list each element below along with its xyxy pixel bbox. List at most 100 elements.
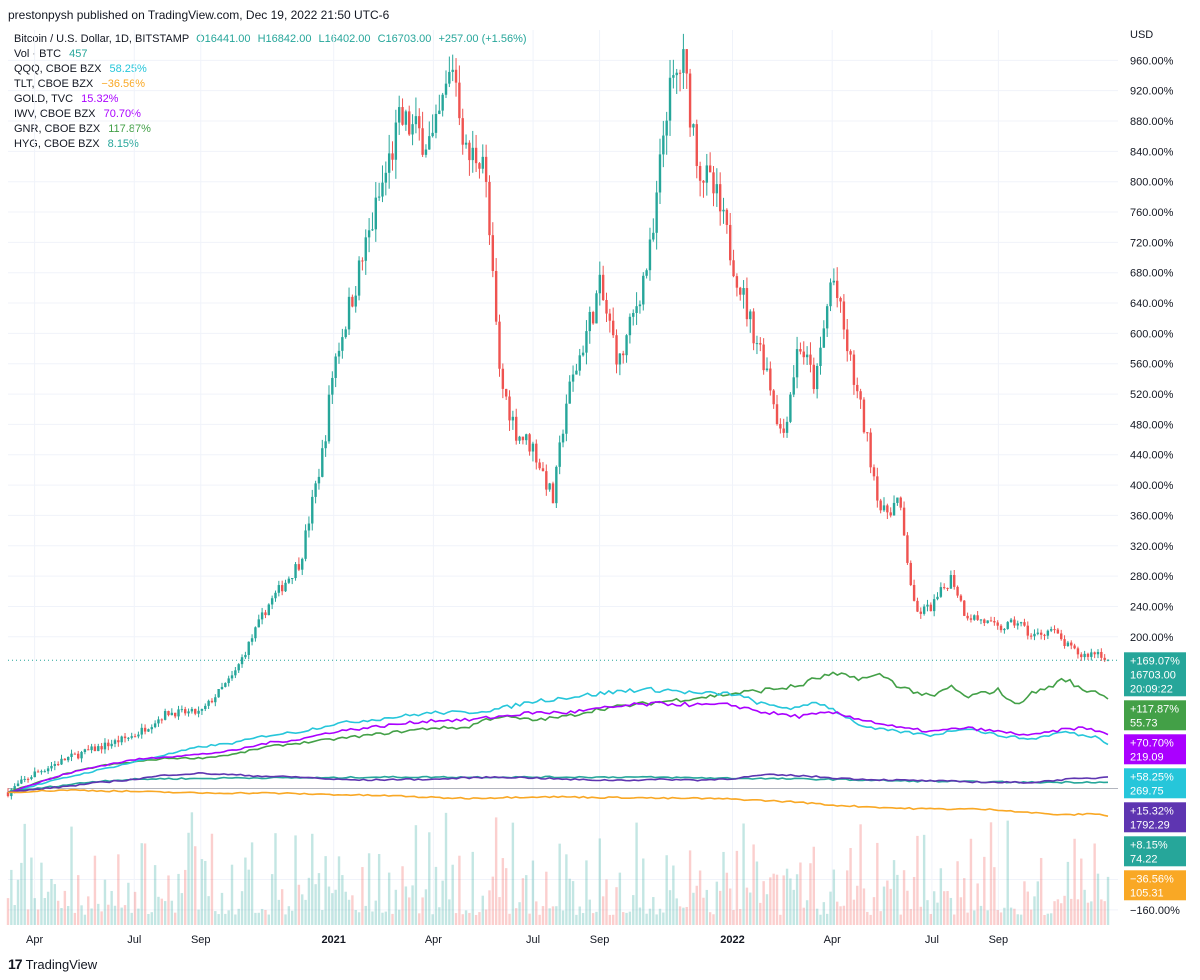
- volume-bar: [103, 879, 107, 925]
- volume-bar: [1096, 873, 1100, 925]
- volume-bar: [541, 906, 545, 925]
- last-value-pct: +70.70%: [1130, 737, 1174, 749]
- candle-body: [1103, 657, 1106, 661]
- last-value-pct: +169.07%: [1130, 655, 1180, 667]
- candle-body: [551, 483, 555, 504]
- candle-body: [438, 110, 441, 114]
- candle-body: [568, 381, 571, 404]
- volume-bar: [1093, 843, 1096, 925]
- volume-bar: [953, 914, 956, 925]
- volume-bar: [247, 869, 250, 925]
- legend-row-qqq[interactable]: QQQ, CBOE BZX 58.25%: [14, 62, 527, 77]
- volume-bar: [869, 914, 872, 925]
- volume-bar: [688, 850, 692, 925]
- volume-bar: [190, 812, 194, 925]
- candle-body: [909, 562, 912, 586]
- candle-body: [922, 606, 926, 614]
- candle-body: [976, 615, 979, 620]
- volume-bar: [942, 891, 946, 925]
- volume-bar: [364, 905, 367, 925]
- volume-bar: [812, 846, 815, 925]
- candle-body: [344, 329, 347, 338]
- candle-body: [66, 757, 70, 761]
- volume-bar: [759, 902, 762, 925]
- volume-bar: [936, 902, 939, 925]
- candle-body: [792, 377, 795, 395]
- candle-body: [662, 135, 665, 155]
- volume-bar: [906, 890, 909, 925]
- candle-body: [33, 771, 36, 778]
- x-tick-label: 2022: [720, 934, 744, 946]
- series-line-gold: [7, 771, 1109, 794]
- volume-bar: [461, 914, 464, 925]
- volume-bar: [718, 890, 722, 925]
- x-tick-label: 2021: [321, 934, 345, 946]
- legend-row-hyg[interactable]: HYG, CBOE BZX 8.15%: [14, 137, 527, 152]
- volume-bar: [525, 875, 528, 925]
- volume-bar: [23, 823, 26, 925]
- candle-body: [46, 768, 50, 772]
- candle-body: [494, 270, 498, 322]
- candle-body: [996, 622, 999, 626]
- volume-row[interactable]: Vol · BTC 457: [14, 47, 527, 62]
- candle-body: [177, 709, 180, 717]
- candle-body: [665, 120, 668, 136]
- candle-body: [575, 370, 578, 375]
- candle-body: [652, 232, 655, 240]
- candle-body: [829, 282, 832, 307]
- candle-body: [63, 758, 67, 761]
- legend-value: 8.15%: [107, 138, 139, 150]
- candle-body: [862, 399, 866, 433]
- volume-bar: [294, 835, 297, 925]
- candle-body: [100, 746, 103, 750]
- candle-body: [872, 467, 876, 477]
- series-line-tlt: [8, 788, 1109, 817]
- candle-body: [1013, 619, 1016, 626]
- x-tick-label: Apr: [26, 934, 43, 946]
- candle-body: [702, 180, 705, 183]
- candle-body: [97, 746, 100, 752]
- legend-row-gnr[interactable]: GNR, CBOE BZX 117.87%: [14, 122, 527, 137]
- candle-body: [896, 497, 899, 503]
- time-axis[interactable]: Apr Jul Sep 2021 Apr Jul Sep 2022 Apr Jul Sep: [26, 934, 1008, 946]
- volume-bar: [408, 897, 411, 925]
- candle-body: [434, 113, 438, 133]
- candle-body: [678, 72, 682, 74]
- volume-bar: [662, 912, 665, 925]
- volume-bar: [1026, 891, 1029, 925]
- candle-body: [297, 564, 301, 570]
- legend-row-gold[interactable]: GOLD, TVC 15.32%: [14, 92, 527, 107]
- volume-bar: [999, 912, 1003, 925]
- candle-body: [755, 343, 759, 345]
- volume-bar: [682, 907, 685, 925]
- legend-label: QQQ, CBOE BZX: [14, 63, 102, 75]
- candle-body: [986, 620, 989, 624]
- candle-body: [137, 734, 140, 737]
- volume-bar: [471, 851, 474, 925]
- candle-body: [836, 280, 839, 298]
- candle-body: [1066, 642, 1070, 647]
- price-chart[interactable]: 960.00% 920.00% 880.00% 840.00% 800.00% 760.0…: [0, 0, 1200, 950]
- candle-body: [999, 625, 1003, 631]
- last-value-pct: +8.15%: [1130, 839, 1168, 851]
- volume-bar: [966, 912, 969, 925]
- low-value: L16402.00: [318, 33, 371, 45]
- candle-body: [825, 306, 829, 329]
- candle-body: [36, 771, 40, 773]
- candle-body: [725, 209, 729, 225]
- main-symbol-row[interactable]: Bitcoin / U.S. Dollar, 1D, BITSTAMP O164…: [14, 32, 527, 47]
- volume-bar: [498, 897, 501, 925]
- candle-body: [13, 786, 16, 790]
- candle-body: [936, 596, 939, 600]
- volume-bar: [237, 908, 240, 925]
- candle-body: [180, 709, 184, 711]
- volume-bar: [615, 887, 618, 925]
- volume-bar: [515, 908, 518, 925]
- y-tick-label: 880.00%: [1130, 116, 1174, 128]
- y-tick-label: 520.00%: [1130, 389, 1174, 401]
- candle-body: [595, 293, 598, 324]
- candle-body: [545, 471, 548, 490]
- candle-body: [431, 132, 434, 137]
- candle-body: [611, 320, 615, 336]
- y-tick-label: 560.00%: [1130, 359, 1174, 371]
